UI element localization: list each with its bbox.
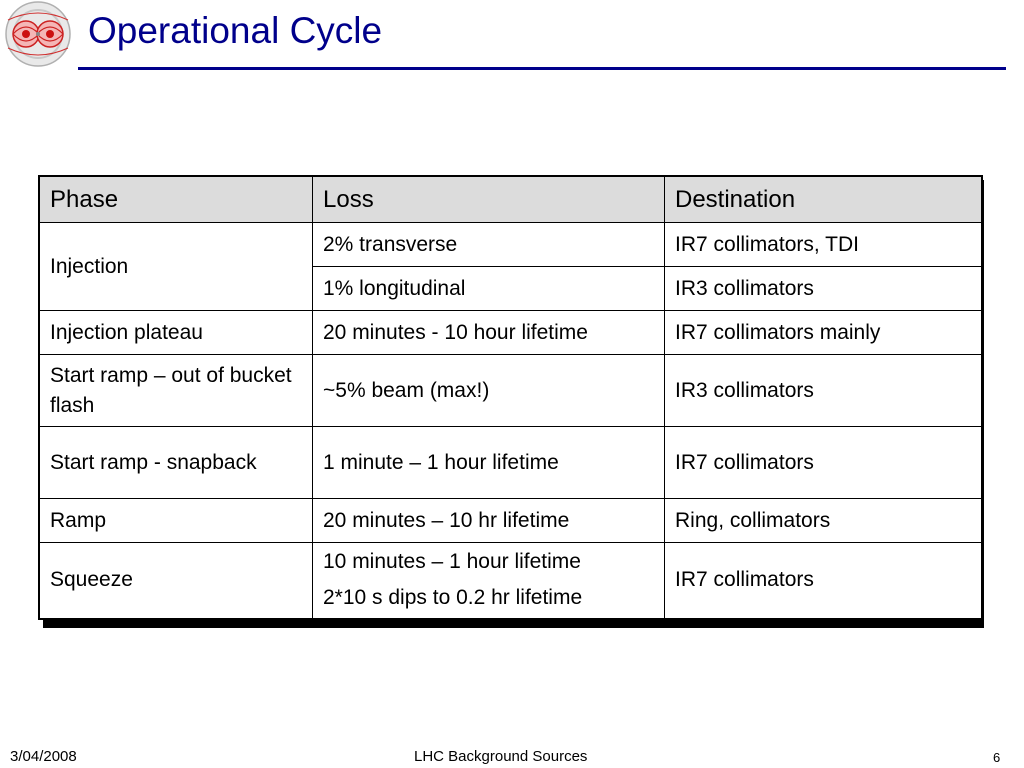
cell-destination: IR3 collimators [664, 266, 983, 311]
header-loss: Loss [312, 175, 665, 223]
slide-title: Operational Cycle [88, 10, 383, 51]
cell-phase: Ramp [38, 498, 313, 543]
header-destination: Destination [664, 175, 983, 223]
table-row: Start ramp – out of bucket flash ~5% bea… [38, 354, 983, 427]
table-header-row: Phase Loss Destination [38, 175, 983, 223]
operational-cycle-table: Phase Loss Destination Injection 2% tran… [38, 175, 983, 620]
cell-phase: Start ramp – out of bucket flash [38, 354, 313, 427]
table-row: Start ramp - snapback 1 minute – 1 hour … [38, 426, 983, 499]
cell-destination: IR7 collimators, TDI [664, 222, 983, 267]
cell-loss: 1% longitudinal [312, 266, 665, 311]
header-phase: Phase [38, 175, 313, 223]
cell-phase: Injection plateau [38, 310, 313, 355]
cell-loss: 1 minute – 1 hour lifetime [312, 426, 665, 499]
table-row: Injection plateau 20 minutes - 10 hour l… [38, 310, 983, 355]
cell-phase: Squeeze [38, 542, 313, 619]
cell-phase: Start ramp - snapback [38, 426, 313, 499]
footer-date: 3/04/2008 [10, 748, 77, 765]
cell-destination: IR7 collimators [664, 542, 983, 619]
cell-destination: IR7 collimators mainly [664, 310, 983, 355]
cell-destination: Ring, collimators [664, 498, 983, 543]
lhc-magnet-logo-icon [5, 1, 71, 67]
table-row: Squeeze 10 minutes – 1 hour lifetime 2*1… [38, 542, 983, 619]
footer-page-number: 6 [993, 750, 1001, 765]
cell-phase: Injection [38, 222, 313, 311]
cell-loss: 20 minutes - 10 hour lifetime [312, 310, 665, 355]
table-row: Ramp 20 minutes – 10 hr lifetime Ring, c… [38, 498, 983, 543]
cell-loss: ~5% beam (max!) [312, 354, 665, 427]
cycle-table: Phase Loss Destination Injection 2% tran… [38, 175, 983, 620]
cell-destination: IR3 collimators [664, 354, 983, 427]
loss-line: 2*10 s dips to 0.2 hr lifetime [323, 586, 583, 610]
cell-loss: 10 minutes – 1 hour lifetime 2*10 s dips… [312, 542, 665, 619]
cell-loss: 2% transverse [312, 222, 665, 267]
footer-presentation-title: LHC Background Sources [414, 748, 588, 765]
cell-destination: IR7 collimators [664, 426, 983, 499]
table-row: Injection 2% transverse IR7 collimators,… [38, 222, 983, 311]
loss-line: 10 minutes – 1 hour lifetime [323, 550, 581, 574]
cell-loss: 20 minutes – 10 hr lifetime [312, 498, 665, 543]
title-underline [78, 67, 1006, 70]
table-row: 1% longitudinal IR3 collimators [39, 266, 983, 311]
